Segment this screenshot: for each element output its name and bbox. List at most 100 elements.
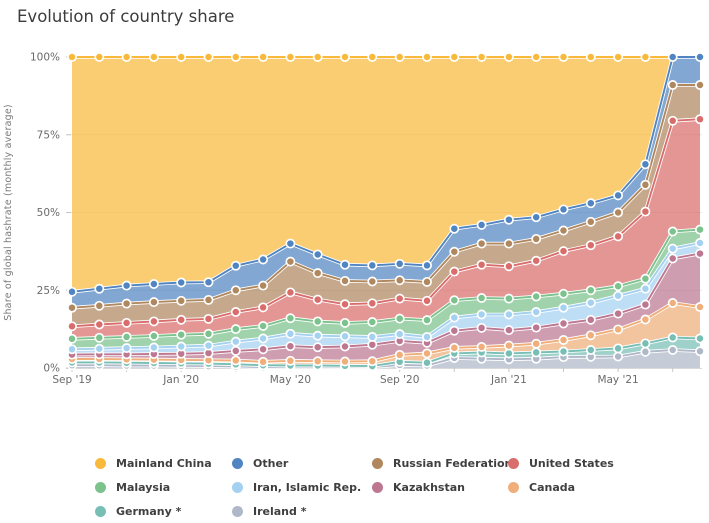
data-point-ireland[interactable] [695, 346, 705, 357]
data-point-malaysia[interactable] [613, 281, 624, 292]
data-point-russian-federation[interactable] [285, 256, 296, 267]
data-point-united-states[interactable] [476, 259, 487, 270]
data-point-other[interactable] [422, 260, 432, 271]
stacked-area-chart[interactable]: 0% 25% 50% 75% 100% Sep '19 Jan '20 May '20 Sep … [0, 0, 709, 420]
data-point-russian-federation[interactable] [367, 276, 378, 287]
data-point-united-states[interactable] [422, 295, 432, 306]
data-point-iran-islamic-rep[interactable] [585, 297, 596, 308]
data-point-united-states[interactable] [367, 298, 378, 309]
data-point-germany[interactable] [640, 338, 651, 349]
data-point-mainland-china[interactable] [121, 52, 132, 62]
data-point-russian-federation[interactable] [312, 268, 323, 279]
data-point-mainland-china[interactable] [258, 52, 269, 62]
data-point-mainland-china[interactable] [312, 52, 323, 62]
data-point-mainland-china[interactable] [285, 52, 296, 62]
data-point-malaysia[interactable] [394, 313, 405, 324]
data-point-russian-federation[interactable] [148, 297, 159, 308]
data-point-russian-federation[interactable] [503, 238, 514, 249]
data-point-malaysia[interactable] [67, 333, 77, 344]
data-point-united-states[interactable] [613, 231, 624, 242]
data-point-united-states[interactable] [585, 240, 596, 251]
data-point-united-states[interactable] [176, 314, 187, 325]
data-point-russian-federation[interactable] [422, 276, 432, 287]
data-point-kazakhstan[interactable] [531, 322, 542, 333]
data-point-other[interactable] [176, 277, 187, 288]
data-point-canada[interactable] [585, 330, 596, 341]
legend-item-mainland-china[interactable]: Mainland China [95, 451, 232, 475]
data-point-malaysia[interactable] [367, 317, 378, 327]
data-point-germany[interactable] [558, 346, 569, 357]
data-point-iran-islamic-rep[interactable] [312, 330, 323, 341]
data-point-kazakhstan[interactable] [640, 299, 651, 310]
data-point-mainland-china[interactable] [422, 52, 432, 62]
data-point-iran-islamic-rep[interactable] [67, 344, 77, 355]
data-point-malaysia[interactable] [667, 226, 678, 237]
data-point-canada[interactable] [640, 314, 651, 325]
data-point-iran-islamic-rep[interactable] [176, 341, 187, 352]
data-point-ireland[interactable] [640, 346, 651, 357]
data-point-kazakhstan[interactable] [230, 345, 241, 356]
data-point-kazakhstan[interactable] [312, 342, 323, 353]
data-point-united-states[interactable] [640, 206, 651, 217]
data-point-iran-islamic-rep[interactable] [640, 283, 651, 294]
data-point-united-states[interactable] [148, 316, 159, 327]
data-point-other[interactable] [340, 259, 350, 270]
data-point-united-states[interactable] [285, 287, 296, 298]
data-point-russian-federation[interactable] [449, 246, 460, 257]
data-point-united-states[interactable] [230, 307, 241, 317]
data-point-iran-islamic-rep[interactable] [94, 343, 105, 354]
data-point-iran-islamic-rep[interactable] [531, 307, 542, 317]
data-point-kazakhstan[interactable] [476, 322, 487, 333]
data-point-united-states[interactable] [667, 115, 678, 126]
data-point-iran-islamic-rep[interactable] [367, 331, 378, 342]
data-point-iran-islamic-rep[interactable] [667, 243, 678, 254]
data-point-united-states[interactable] [258, 302, 269, 313]
data-point-other[interactable] [449, 223, 460, 234]
data-point-canada[interactable] [312, 356, 323, 367]
data-point-other[interactable] [531, 212, 542, 223]
data-point-ireland[interactable] [667, 345, 678, 355]
data-point-mainland-china[interactable] [476, 52, 487, 62]
data-point-other[interactable] [667, 52, 678, 62]
data-point-malaysia[interactable] [558, 288, 569, 299]
data-point-malaysia[interactable] [695, 224, 705, 235]
data-point-russian-federation[interactable] [176, 295, 187, 306]
data-point-iran-islamic-rep[interactable] [613, 290, 624, 301]
data-point-ireland[interactable] [613, 351, 624, 362]
data-point-malaysia[interactable] [203, 328, 214, 339]
data-point-malaysia[interactable] [94, 332, 105, 343]
data-point-united-states[interactable] [67, 321, 77, 332]
data-point-malaysia[interactable] [585, 285, 596, 296]
data-point-russian-federation[interactable] [203, 294, 214, 305]
data-point-kazakhstan[interactable] [285, 341, 296, 352]
data-point-other[interactable] [94, 283, 105, 294]
data-point-russian-federation[interactable] [230, 285, 241, 296]
data-point-canada[interactable] [531, 338, 542, 349]
data-point-united-states[interactable] [449, 266, 460, 277]
data-point-mainland-china[interactable] [558, 52, 569, 62]
data-point-iran-islamic-rep[interactable] [394, 329, 405, 340]
data-point-mainland-china[interactable] [148, 52, 159, 62]
data-point-russian-federation[interactable] [67, 302, 77, 313]
data-point-other[interactable] [312, 249, 323, 260]
data-point-malaysia[interactable] [340, 317, 350, 328]
data-point-canada[interactable] [449, 342, 460, 353]
data-point-united-states[interactable] [503, 261, 514, 272]
data-point-mainland-china[interactable] [176, 52, 187, 62]
data-point-united-states[interactable] [94, 319, 105, 330]
data-point-united-states[interactable] [558, 246, 569, 257]
data-point-other[interactable] [558, 204, 569, 215]
data-point-iran-islamic-rep[interactable] [340, 331, 350, 342]
data-point-iran-islamic-rep[interactable] [285, 328, 296, 339]
data-point-malaysia[interactable] [176, 329, 187, 340]
data-point-other[interactable] [121, 280, 132, 291]
data-point-other[interactable] [203, 277, 214, 288]
data-point-malaysia[interactable] [449, 295, 460, 306]
data-point-iran-islamic-rep[interactable] [148, 342, 159, 353]
legend-item-other[interactable]: Other [232, 451, 372, 475]
data-point-iran-islamic-rep[interactable] [558, 302, 569, 313]
data-point-russian-federation[interactable] [394, 275, 405, 286]
data-point-germany[interactable] [667, 332, 678, 343]
data-point-other[interactable] [476, 219, 487, 230]
data-point-united-states[interactable] [121, 317, 132, 328]
